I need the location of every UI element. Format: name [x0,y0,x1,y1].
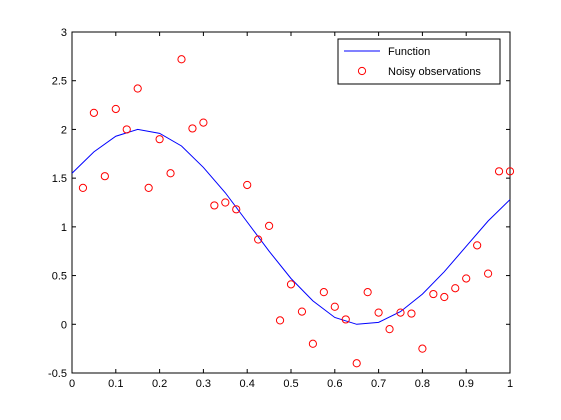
x-tick-label: 0.2 [152,378,167,390]
observation-point [407,309,416,318]
legend-observations-swatch [357,66,367,76]
x-tick-label: 0 [69,378,75,390]
observation-point [396,308,405,317]
observation-point [308,339,317,348]
y-tick-label: 2.5 [52,76,67,88]
y-tick-label: -0.5 [48,368,67,380]
x-tick-label: 0.9 [459,378,474,390]
observation-point [473,241,482,250]
observation-point [451,284,460,293]
y-tick-label: 1.5 [52,173,67,185]
y-tick-label: 2 [61,124,67,136]
observation-point [265,221,274,230]
y-tick-label: 3 [61,27,67,39]
x-tick-label: 0.8 [415,378,430,390]
observation-point [462,274,471,283]
y-tick-label: 0.5 [52,271,67,283]
observation-point [166,169,175,178]
observation-point [221,198,230,207]
observation-point [440,292,449,302]
observation-point [319,288,328,297]
legend-function-label: Function [388,46,430,58]
observation-point [188,124,197,133]
observation-point [155,135,164,144]
observation-point [243,180,252,190]
y-tick-label: 1 [61,222,67,234]
observation-point [89,108,99,117]
observation-point [133,84,142,93]
observation-point [232,205,241,214]
observation-point [385,325,394,334]
observation-point [341,315,350,324]
observation-point [111,104,120,114]
observation-point [363,288,372,297]
observation-point [177,55,186,64]
observation-point [254,235,263,244]
x-tick-label: 0.6 [327,378,342,390]
observation-point [297,307,307,316]
x-tick-label: 1 [507,378,513,390]
plot-area [71,55,515,368]
legend-box [337,38,501,85]
observation-point [484,269,493,278]
function-line [71,128,511,325]
observation-point [429,289,438,299]
observation-point [210,201,219,210]
axes: 0 0.1 0.2 0.3 0.4 0.5 0.6 0.7 0.8 0.9 1-0.500.511.… [48,27,513,390]
observation-point [374,308,383,317]
x-tick-label: 0.7 [371,378,386,390]
y-tick-label: 0 [61,319,67,331]
observation-point [352,359,361,368]
observation-point [418,344,427,353]
observation-point [494,167,504,176]
x-tick-label: 0.1 [108,378,123,390]
observation-point [199,118,208,127]
legend-observations-label: Noisy observations [388,66,481,78]
observation-point [286,280,296,289]
observation-point [144,183,153,192]
observation-point [275,316,285,325]
observation-point [78,183,88,192]
observation-point [330,302,339,311]
legend: Function Noisy observations [337,38,501,85]
x-tick-label: 0.4 [240,378,255,390]
x-tick-label: 0.5 [283,378,298,390]
observation-point [122,125,131,134]
observation-point [505,167,515,176]
x-tick-label: 0.3 [196,378,211,390]
observation-point [100,172,109,181]
